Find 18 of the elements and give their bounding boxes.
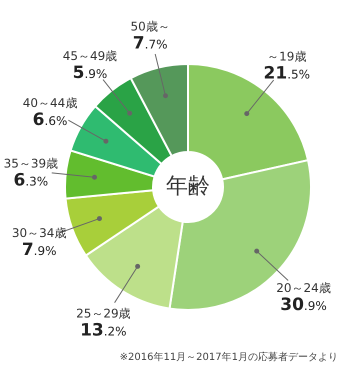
slice-label: 40～44歳 <box>22 96 78 110</box>
slice-label: ～19歳 <box>267 50 306 64</box>
data-label: 5.9% <box>72 63 108 84</box>
text: 年齢 <box>165 173 211 201</box>
slice-label: 20～24歳 <box>276 280 331 295</box>
slice-label: 45～49歳 <box>62 49 118 64</box>
data-label: 7.7% <box>132 34 168 54</box>
slice-label: 50歳～ <box>130 20 170 34</box>
data-label: 21.5% <box>264 64 310 84</box>
slice-label: 25～29歳 <box>76 306 131 320</box>
text: ※2016年11月～2017年1月の応募者データより <box>120 350 338 364</box>
slice-label: 35～39歳 <box>4 156 58 171</box>
data-label: 13.2% <box>80 320 127 340</box>
slice-label: 30～34歳 <box>12 226 66 240</box>
data-label: 6.3% <box>13 170 48 191</box>
data-label: 7.9% <box>22 240 57 260</box>
data-label: 30.9% <box>280 294 327 315</box>
data-label: 6.6% <box>32 110 68 130</box>
